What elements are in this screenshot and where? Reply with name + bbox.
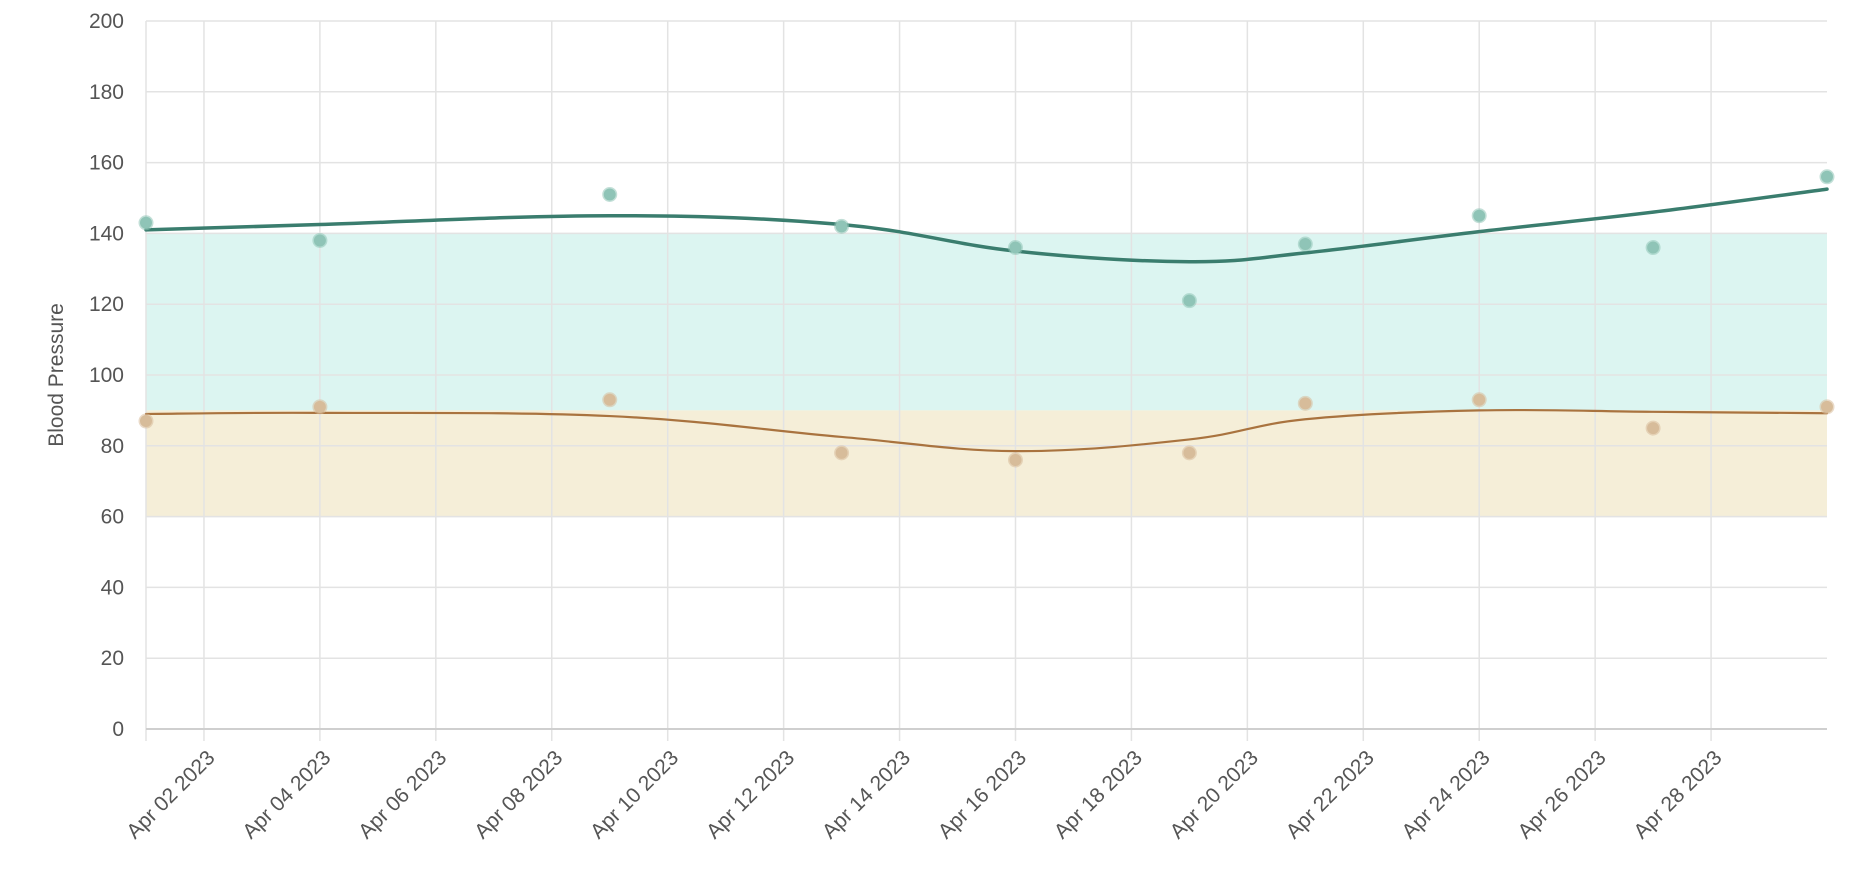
data-point-series-0: [1471, 208, 1487, 224]
data-point-series-1: [1819, 399, 1835, 415]
data-points: [138, 169, 1835, 468]
data-point-series-0: [834, 218, 850, 234]
reference-band-0: [146, 233, 1827, 411]
data-point-series-1: [1181, 445, 1197, 461]
data-point-series-0: [602, 186, 618, 202]
data-point-series-1: [1297, 395, 1313, 411]
y-tick-label: 140: [89, 222, 124, 245]
x-tick-label: Apr 14 2023: [818, 746, 915, 843]
data-point-series-1: [1645, 420, 1661, 436]
x-tick-label: Apr 28 2023: [1629, 746, 1726, 843]
y-tick-label: 200: [89, 10, 124, 33]
x-tick-label: Apr 18 2023: [1050, 746, 1147, 843]
x-tick-label: Apr 22 2023: [1282, 746, 1379, 843]
data-point-series-1: [834, 445, 850, 461]
data-point-series-0: [138, 215, 154, 231]
data-point-series-1: [312, 399, 328, 415]
reference-bands: [146, 233, 1827, 517]
x-tick-label: Apr 06 2023: [354, 746, 451, 843]
data-point-series-1: [602, 392, 618, 408]
x-tick-label: Apr 24 2023: [1398, 746, 1495, 843]
y-tick-label: 40: [101, 576, 124, 599]
data-point-series-0: [312, 232, 328, 248]
data-point-series-0: [1007, 240, 1023, 256]
data-point-series-0: [1297, 236, 1313, 252]
data-point-series-0: [1819, 169, 1835, 185]
data-point-series-0: [1645, 240, 1661, 256]
data-point-series-1: [138, 413, 154, 429]
y-axis-label: Blood Pressure: [45, 303, 68, 447]
y-tick-label: 80: [101, 435, 124, 458]
x-tick-label: Apr 16 2023: [934, 746, 1031, 843]
x-tick-label: Apr 08 2023: [470, 746, 567, 843]
data-point-series-1: [1471, 392, 1487, 408]
x-tick-label: Apr 04 2023: [238, 746, 335, 843]
x-tick-label: Apr 12 2023: [702, 746, 799, 843]
y-tick-label: 160: [89, 152, 124, 175]
y-tick-label: 180: [89, 81, 124, 104]
x-tick-label: Apr 26 2023: [1513, 746, 1610, 843]
y-tick-label: 100: [89, 364, 124, 387]
y-tick-label: 20: [101, 647, 124, 670]
y-tick-label: 60: [101, 506, 124, 529]
x-tick-label: Apr 10 2023: [586, 746, 683, 843]
y-tick-label: 120: [89, 293, 124, 316]
y-tick-label: 0: [112, 718, 124, 741]
data-point-series-0: [1181, 293, 1197, 309]
trend-lines: [144, 187, 1829, 453]
x-tick-label: Apr 02 2023: [122, 746, 219, 843]
trend-line-series-0: [144, 187, 1829, 264]
grid: [145, 20, 1827, 741]
reference-band-1: [146, 410, 1827, 517]
data-point-series-1: [1007, 452, 1023, 468]
trend-line-series-1: [144, 408, 1829, 453]
x-tick-label: Apr 20 2023: [1166, 746, 1263, 843]
